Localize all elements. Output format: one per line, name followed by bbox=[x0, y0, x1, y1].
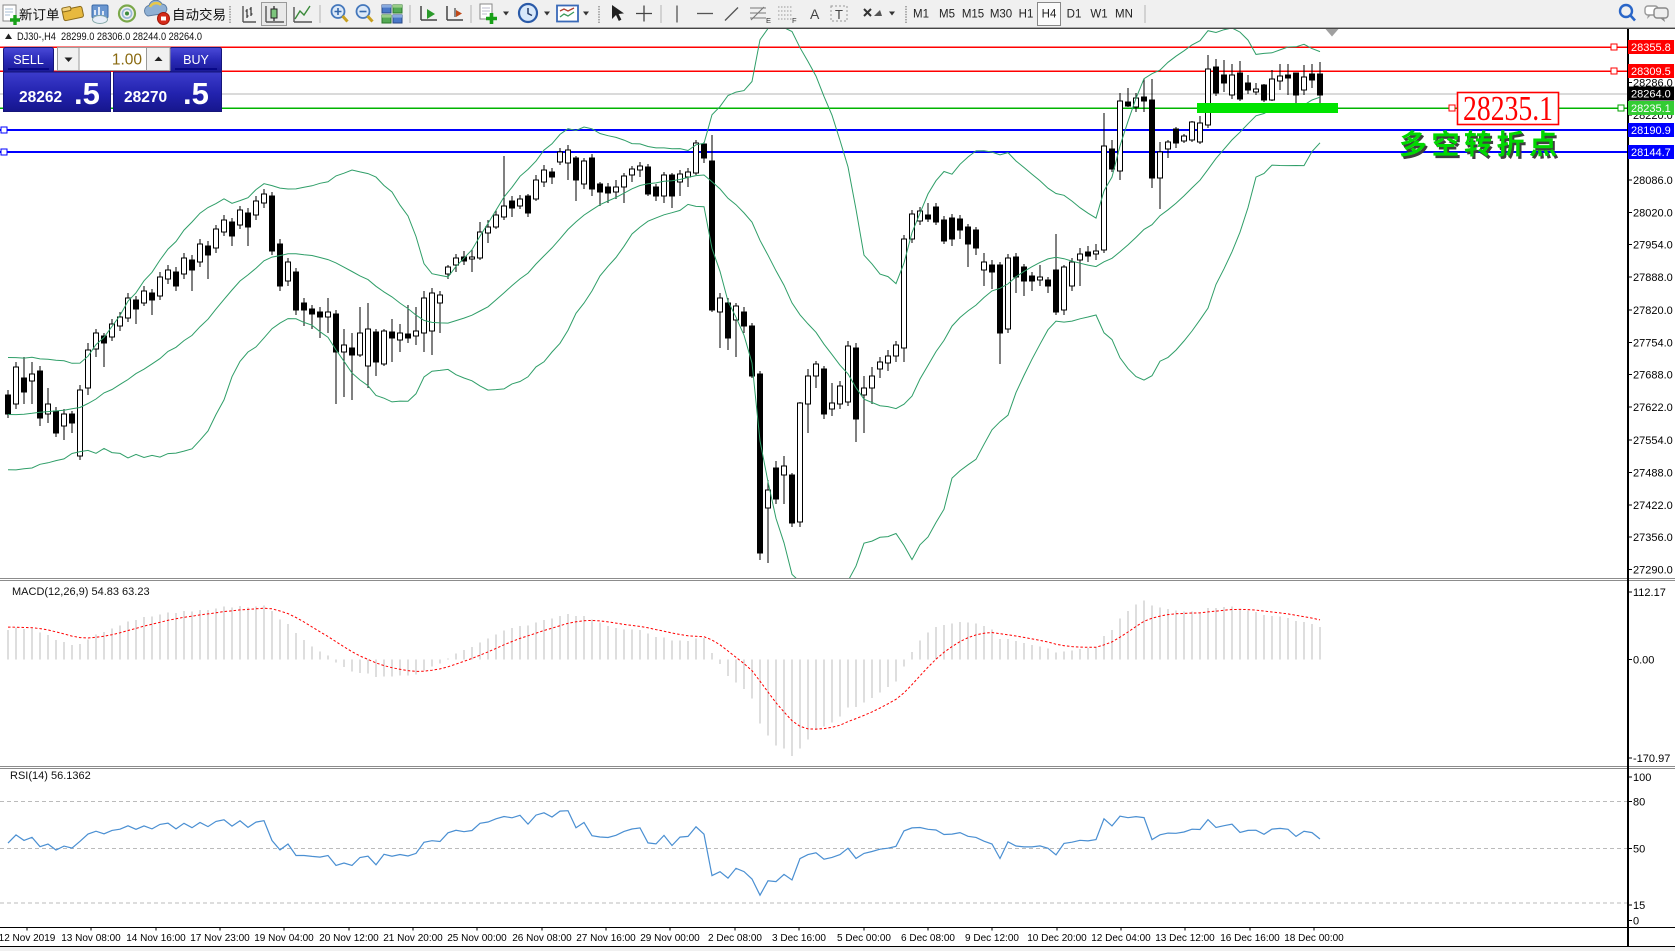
svg-text:27754.0: 27754.0 bbox=[1633, 338, 1673, 350]
svg-text:10 Dec 20:00: 10 Dec 20:00 bbox=[1027, 933, 1087, 944]
svg-text:27488.0: 27488.0 bbox=[1633, 468, 1673, 480]
svg-text:W1: W1 bbox=[1090, 9, 1107, 21]
svg-text:12 Nov 2019: 12 Nov 2019 bbox=[0, 933, 56, 944]
svg-text:M15: M15 bbox=[962, 9, 984, 21]
svg-text:F: F bbox=[792, 16, 797, 25]
svg-text:MN: MN bbox=[1115, 9, 1133, 21]
svg-text:12 Dec 04:00: 12 Dec 04:00 bbox=[1091, 933, 1151, 944]
svg-text:18 Dec 00:00: 18 Dec 00:00 bbox=[1284, 933, 1344, 944]
svg-text:9 Dec 12:00: 9 Dec 12:00 bbox=[965, 933, 1019, 944]
svg-text:27422.0: 27422.0 bbox=[1633, 500, 1673, 512]
svg-text:80: 80 bbox=[1633, 796, 1645, 808]
svg-text:27688.0: 27688.0 bbox=[1633, 370, 1673, 382]
svg-text:25 Nov 00:00: 25 Nov 00:00 bbox=[447, 933, 507, 944]
svg-text:RSI(14) 56.1362: RSI(14) 56.1362 bbox=[10, 770, 91, 782]
svg-text:13 Nov 08:00: 13 Nov 08:00 bbox=[61, 933, 121, 944]
svg-text:27954.0: 27954.0 bbox=[1633, 240, 1673, 252]
svg-text:100: 100 bbox=[1633, 772, 1651, 784]
svg-text:5 Dec 00:00: 5 Dec 00:00 bbox=[837, 933, 891, 944]
svg-text:BUY: BUY bbox=[183, 53, 209, 67]
svg-text:16 Dec 16:00: 16 Dec 16:00 bbox=[1220, 933, 1280, 944]
svg-text:28264.0: 28264.0 bbox=[1631, 89, 1671, 101]
svg-text:17 Nov 23:00: 17 Nov 23:00 bbox=[190, 933, 250, 944]
svg-text:DJ30-,H4 28299.0 28306.0 2824: DJ30-,H4 28299.0 28306.0 28244.0 28264.0 bbox=[17, 31, 202, 43]
svg-text:28262: 28262 bbox=[19, 89, 62, 106]
svg-text:27290.0: 27290.0 bbox=[1633, 564, 1673, 576]
svg-text:28355.8: 28355.8 bbox=[1631, 42, 1671, 54]
svg-text:28020.0: 28020.0 bbox=[1633, 208, 1673, 220]
svg-text:28235.1: 28235.1 bbox=[1631, 103, 1671, 115]
svg-text:27820.0: 27820.0 bbox=[1633, 305, 1673, 317]
svg-text:MACD(12,26,9) 54.83 63.23: MACD(12,26,9) 54.83 63.23 bbox=[12, 586, 150, 598]
svg-text:28270: 28270 bbox=[124, 89, 167, 106]
svg-text:19 Nov 04:00: 19 Nov 04:00 bbox=[254, 933, 314, 944]
svg-text:6 Dec 08:00: 6 Dec 08:00 bbox=[901, 933, 955, 944]
svg-text:29 Nov 00:00: 29 Nov 00:00 bbox=[640, 933, 700, 944]
svg-text:27 Nov 16:00: 27 Nov 16:00 bbox=[576, 933, 636, 944]
svg-text:H4: H4 bbox=[1042, 9, 1057, 21]
svg-text:M30: M30 bbox=[990, 9, 1012, 21]
svg-text:0.00: 0.00 bbox=[1633, 655, 1654, 667]
svg-text:50: 50 bbox=[1633, 843, 1645, 855]
svg-text:SELL: SELL bbox=[13, 53, 44, 67]
svg-text:E: E bbox=[766, 16, 771, 25]
svg-text:3 Dec 16:00: 3 Dec 16:00 bbox=[772, 933, 826, 944]
svg-text:27356.0: 27356.0 bbox=[1633, 532, 1673, 544]
svg-text:0: 0 bbox=[1633, 916, 1639, 928]
svg-text:13 Dec 12:00: 13 Dec 12:00 bbox=[1155, 933, 1215, 944]
svg-text:26 Nov 08:00: 26 Nov 08:00 bbox=[512, 933, 572, 944]
svg-text:A: A bbox=[810, 6, 820, 22]
svg-text:27554.0: 27554.0 bbox=[1633, 435, 1673, 447]
svg-text:D1: D1 bbox=[1067, 9, 1082, 21]
svg-text:28190.9: 28190.9 bbox=[1631, 125, 1671, 137]
svg-text:1.00: 1.00 bbox=[112, 52, 143, 69]
svg-text:14 Nov 16:00: 14 Nov 16:00 bbox=[126, 933, 186, 944]
svg-text:2 Dec 08:00: 2 Dec 08:00 bbox=[708, 933, 762, 944]
svg-text:27888.0: 27888.0 bbox=[1633, 272, 1673, 284]
svg-text:.5: .5 bbox=[74, 76, 100, 111]
svg-text:15: 15 bbox=[1633, 900, 1645, 912]
svg-text:21 Nov 20:00: 21 Nov 20:00 bbox=[383, 933, 443, 944]
svg-text:28235.1: 28235.1 bbox=[1463, 89, 1553, 128]
svg-text:H1: H1 bbox=[1019, 9, 1034, 21]
svg-text:112.17: 112.17 bbox=[1633, 587, 1666, 599]
svg-text:20 Nov 12:00: 20 Nov 12:00 bbox=[319, 933, 379, 944]
svg-text:-170.97: -170.97 bbox=[1633, 753, 1670, 765]
svg-text:27622.0: 27622.0 bbox=[1633, 402, 1673, 414]
svg-text:28086.0: 28086.0 bbox=[1633, 175, 1673, 187]
svg-text:M1: M1 bbox=[913, 9, 929, 21]
svg-text:T: T bbox=[835, 7, 843, 22]
svg-text:M5: M5 bbox=[939, 9, 955, 21]
svg-text:28309.5: 28309.5 bbox=[1631, 66, 1671, 78]
svg-text:.5: .5 bbox=[183, 76, 209, 111]
svg-text:28144.7: 28144.7 bbox=[1631, 147, 1671, 159]
